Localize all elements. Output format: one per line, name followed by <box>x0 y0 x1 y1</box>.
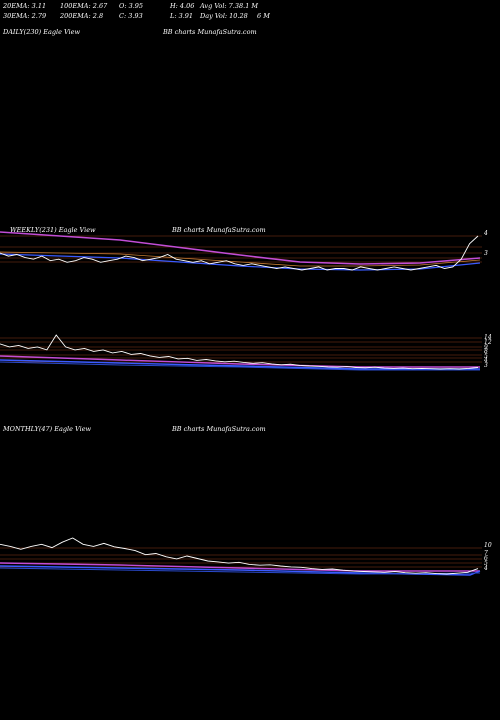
stat-avg-vol: Avg Vol: 7.38.1 M <box>200 2 259 10</box>
monthly-panel-watermark: BB charts MunafaSutra.com <box>172 425 266 433</box>
monthly-tick-label: 10 <box>484 542 492 549</box>
middle-ema-blue-2 <box>0 361 480 371</box>
middle-tick-labels: 14 12 9 8 5 4 3 <box>483 334 492 369</box>
middle-tick-label: 12 <box>484 339 492 346</box>
stat-ema200: 200EMA: 2.8 <box>60 12 104 20</box>
middle-price-line <box>0 334 479 370</box>
weekly-panel-watermark: BB charts MunafaSutra.com <box>172 226 266 234</box>
weekly-panel-title: WEEKLY(231) Eagle View <box>10 226 96 234</box>
monthly-ema-blue <box>0 565 481 576</box>
stat-low: L: 3.91 <box>170 12 194 20</box>
weekly-gridlines <box>0 235 482 263</box>
stat-day-vol: Day Vol: 10.28 <box>200 12 248 20</box>
middle-tick-label: 9 <box>484 344 488 351</box>
stat-ema30: 30EMA: 2.79 <box>3 12 47 20</box>
monthly-tick-label: 7 <box>484 550 488 557</box>
monthly-ema-blue-2 <box>0 567 481 575</box>
middle-tick-label: 8 <box>484 348 488 355</box>
monthly-panel-title: MONTHLY(47) Eagle View <box>3 425 92 433</box>
stat-ema20: 20EMA: 3.11 <box>3 2 47 10</box>
stat-day-vol-unit: 6 M <box>257 12 270 20</box>
monthly-tick-labels: 10 7 6 5 4 <box>483 542 492 572</box>
monthly-tick-label: 4 <box>483 565 488 572</box>
stat-high: H: 4.06 <box>170 2 195 10</box>
weekly-tick-label: 3 <box>484 250 488 257</box>
daily-panel-title: DAILY(230) Eagle View <box>3 28 81 36</box>
monthly-ema-purple <box>0 562 480 572</box>
weekly-ema-orange <box>0 251 481 267</box>
weekly-ema-purple <box>0 231 481 265</box>
stat-close: C: 3.93 <box>119 12 143 20</box>
daily-panel-watermark: BB charts MunafaSutra.com <box>163 28 257 36</box>
stat-open: O: 3.95 <box>119 2 144 10</box>
weekly-tick-labels: 4 3 <box>483 230 488 257</box>
middle-tick-label: 14 <box>484 334 492 341</box>
monthly-price-line <box>0 537 479 575</box>
monthly-tick-label: 6 <box>484 555 488 562</box>
middle-tick-label: 5 <box>484 353 488 360</box>
middle-ema-blue <box>0 359 480 370</box>
monthly-tick-label: 5 <box>484 560 488 567</box>
weekly-tick-label: 4 <box>483 230 488 237</box>
middle-ema-purple <box>0 355 480 368</box>
middle-tick-label: 3 <box>484 362 488 369</box>
weekly-price-line <box>0 235 479 271</box>
middle-tick-label: 4 <box>483 357 488 364</box>
stat-ema100: 100EMA: 2.67 <box>60 2 108 10</box>
